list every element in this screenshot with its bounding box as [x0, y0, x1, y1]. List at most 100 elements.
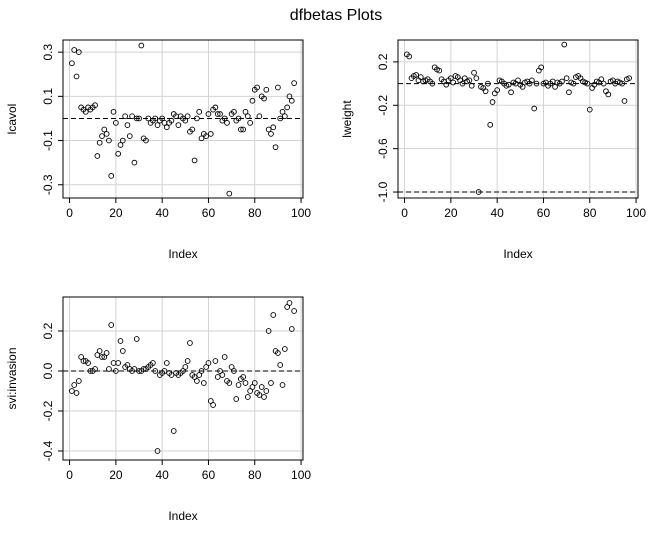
- point: [96, 139, 103, 146]
- x-axis-label: Index: [168, 509, 197, 523]
- point: [122, 113, 128, 120]
- point: [154, 448, 161, 454]
- point: [270, 124, 277, 131]
- point: [207, 131, 214, 137]
- x-tick-label: 0: [401, 206, 408, 220]
- point: [85, 360, 91, 366]
- x-tick-label: 40: [155, 206, 169, 220]
- point: [487, 121, 494, 128]
- point: [286, 93, 293, 100]
- x-tick-label: 100: [291, 206, 311, 220]
- plot-frame: [62, 39, 304, 199]
- point: [136, 368, 142, 374]
- point: [119, 348, 126, 354]
- point: [244, 113, 251, 120]
- point: [194, 378, 200, 384]
- point: [161, 368, 168, 374]
- point: [200, 380, 207, 386]
- point: [138, 42, 145, 49]
- y-axis-label: lcavol: [5, 104, 19, 135]
- point: [205, 111, 212, 117]
- point: [133, 336, 140, 342]
- point: [196, 108, 203, 115]
- point: [214, 111, 221, 117]
- point: [291, 80, 297, 86]
- point: [191, 157, 198, 164]
- point: [106, 137, 112, 144]
- point: [238, 126, 244, 133]
- point: [240, 374, 247, 380]
- point: [150, 360, 156, 366]
- point: [256, 113, 263, 120]
- point: [103, 131, 110, 137]
- point: [115, 360, 122, 366]
- point: [96, 348, 103, 354]
- point: [235, 115, 242, 122]
- point: [598, 76, 605, 83]
- y-axis-label: lweight: [340, 100, 354, 138]
- point: [99, 133, 105, 139]
- x-axis-label: Index: [168, 247, 197, 261]
- point: [113, 120, 119, 126]
- point: [247, 120, 253, 126]
- y-axis-label: svi:invasion: [5, 347, 19, 409]
- x-tick-label: 80: [583, 206, 597, 220]
- point: [600, 80, 607, 87]
- point: [119, 137, 126, 144]
- point: [468, 82, 475, 89]
- y-tick-label: 0.3: [41, 43, 55, 60]
- x-tick-label: 40: [490, 206, 504, 220]
- point: [482, 88, 489, 95]
- point: [256, 392, 263, 398]
- point: [429, 80, 436, 87]
- point: [117, 338, 124, 344]
- x-tick-label: 40: [155, 468, 169, 482]
- point: [563, 75, 570, 82]
- point: [272, 144, 279, 151]
- point: [233, 396, 240, 402]
- x-tick-label: 100: [291, 468, 311, 482]
- point: [570, 80, 577, 87]
- point: [136, 115, 142, 122]
- point: [94, 153, 101, 159]
- point: [406, 53, 413, 60]
- point: [282, 113, 288, 120]
- point: [417, 74, 424, 80]
- point: [231, 108, 237, 115]
- point: [210, 402, 216, 408]
- point: [471, 69, 477, 76]
- point: [244, 394, 251, 400]
- point: [69, 388, 75, 394]
- point: [265, 126, 272, 133]
- point: [163, 360, 170, 366]
- point: [92, 102, 98, 109]
- point: [559, 78, 565, 85]
- point: [219, 372, 226, 378]
- point: [189, 126, 196, 133]
- point: [268, 131, 274, 137]
- x-tick-label: 100: [626, 206, 646, 220]
- point: [443, 81, 450, 88]
- point: [82, 108, 89, 115]
- point: [436, 67, 443, 74]
- point: [133, 115, 140, 122]
- point: [282, 346, 288, 352]
- point: [103, 350, 110, 356]
- x-tick-label: 20: [444, 206, 458, 220]
- chart-title: dfbetas Plots: [290, 7, 383, 24]
- point: [198, 135, 205, 142]
- point: [552, 83, 558, 90]
- point: [279, 108, 286, 115]
- y-tick-label: -0.4: [41, 440, 55, 461]
- point: [214, 374, 221, 380]
- point: [184, 358, 191, 364]
- x-tick-label: 60: [202, 206, 216, 220]
- point: [108, 322, 115, 328]
- point: [277, 115, 284, 122]
- point: [275, 350, 281, 356]
- point: [69, 60, 75, 67]
- point: [268, 380, 274, 386]
- x-tick-label: 0: [66, 206, 73, 220]
- point: [231, 368, 237, 374]
